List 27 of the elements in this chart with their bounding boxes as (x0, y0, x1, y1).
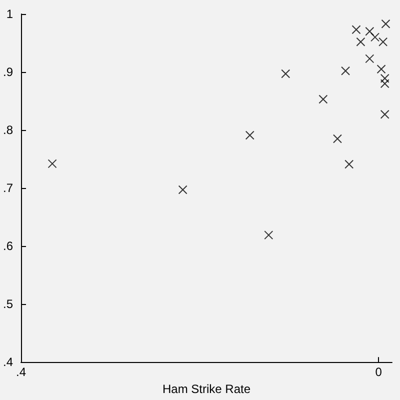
point (318, 94, 328, 104)
point (365, 54, 374, 64)
y-tick-label: .8 (2, 123, 14, 138)
point (356, 37, 366, 46)
x-axis-title: Ham Strike Rate (162, 382, 251, 396)
point (245, 130, 254, 140)
y-tick-label: .7 (2, 181, 14, 196)
point (178, 185, 188, 194)
point (365, 26, 374, 36)
y-tick-label: .5 (2, 297, 14, 312)
x-tick-label: 0 (375, 365, 382, 380)
point (376, 64, 386, 74)
point (264, 230, 274, 240)
point (352, 25, 361, 34)
point (344, 160, 354, 169)
y-tick-label: 1 (6, 7, 14, 21)
point (370, 32, 380, 42)
point (332, 134, 342, 144)
point (378, 37, 388, 46)
point (48, 159, 57, 168)
y-tick-label: .9 (2, 65, 14, 80)
point (380, 110, 390, 119)
point (341, 66, 350, 76)
y-tick-label: .6 (2, 239, 14, 254)
point (281, 69, 290, 78)
y-tick-label: .4 (2, 355, 14, 370)
point (381, 19, 390, 28)
